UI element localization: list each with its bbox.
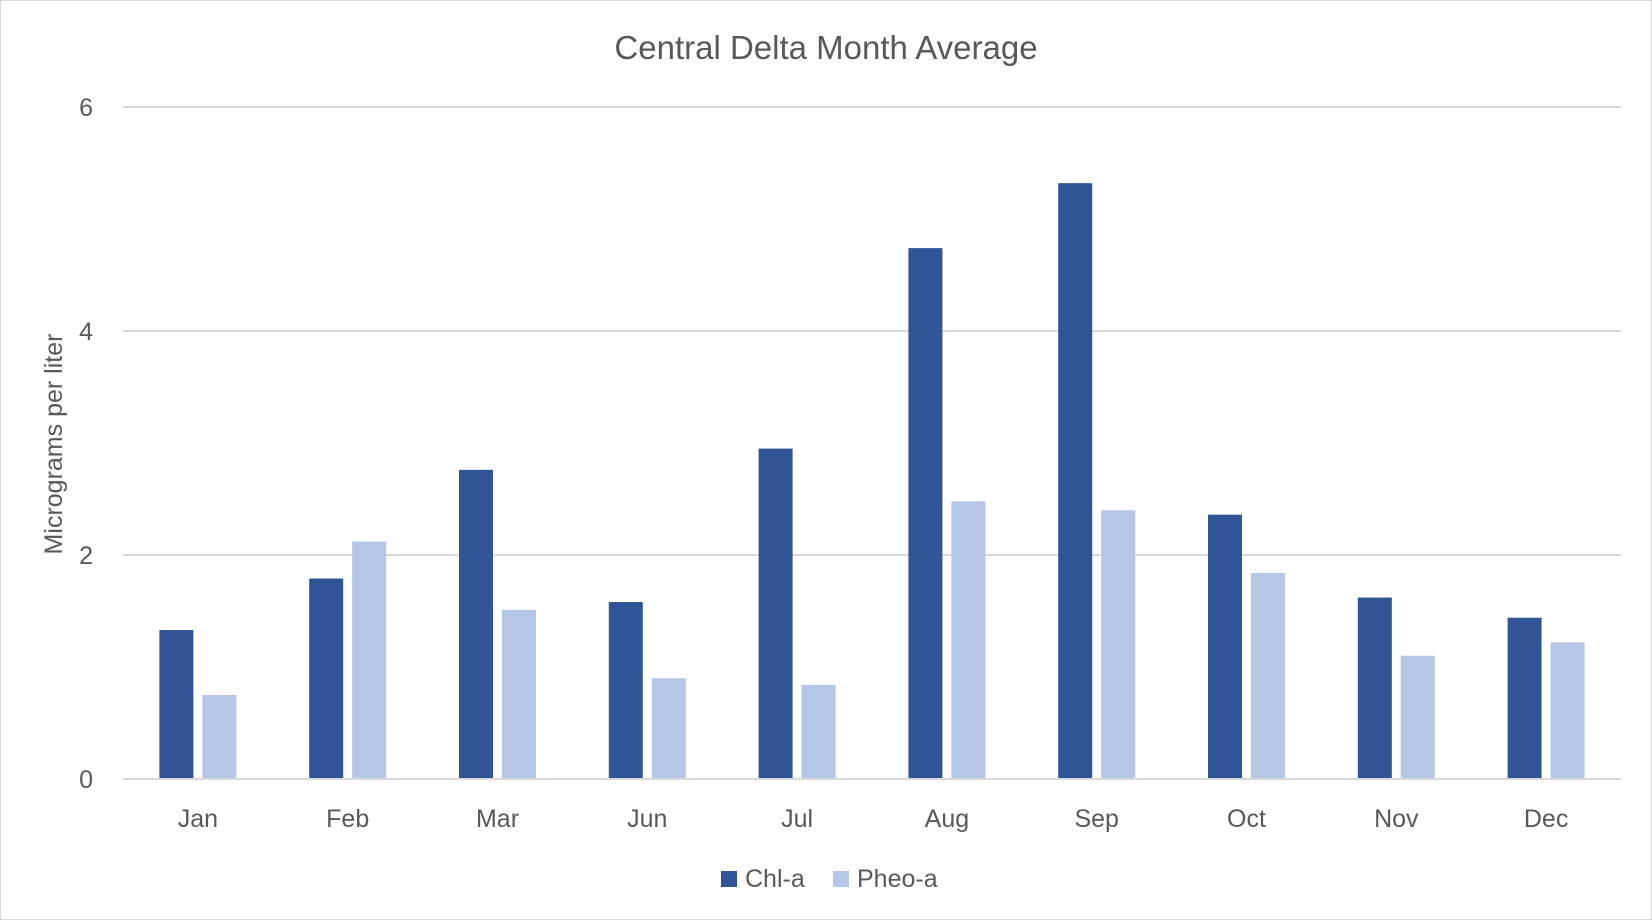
y-tick-label: 0 xyxy=(79,766,93,794)
x-tick-label: Sep xyxy=(1074,805,1118,833)
bar-chl-a-oct xyxy=(1208,514,1242,779)
x-tick-label: Jan xyxy=(178,805,218,833)
legend-label-pheo-a: Pheo-a xyxy=(857,865,938,893)
bar-pheo-a-jul xyxy=(801,684,836,779)
x-tick-label: Mar xyxy=(476,805,519,833)
x-tick-label: Nov xyxy=(1374,805,1419,833)
bar-pheo-a-dec xyxy=(1550,642,1585,779)
x-tick-label: Aug xyxy=(925,805,969,833)
y-axis-ticks: 0 2 4 6 xyxy=(79,94,93,794)
bar-chl-a-dec xyxy=(1507,617,1542,779)
legend-swatch-chl-a xyxy=(721,871,737,887)
bar-pheo-a-jan xyxy=(202,695,237,779)
y-tick-label: 2 xyxy=(79,542,93,570)
x-tick-label: Oct xyxy=(1227,805,1266,833)
legend-label-chl-a: Chl-a xyxy=(745,865,805,893)
y-tick-label: 6 xyxy=(79,94,93,122)
chart-title: Central Delta Month Average xyxy=(614,29,1037,66)
bar-pheo-a-feb xyxy=(352,541,387,779)
bar-pheo-a-mar xyxy=(502,609,536,779)
bar-chl-a-jan xyxy=(159,630,194,779)
bar-chl-a-jul xyxy=(758,448,793,779)
y-axis-title: Micrograms per liter xyxy=(40,334,68,555)
y-tick-label: 4 xyxy=(79,318,93,346)
bar-chl-a-jun xyxy=(608,602,643,779)
bar-chl-a-sep xyxy=(1058,183,1093,779)
bar-chl-a-nov xyxy=(1357,597,1392,779)
x-axis-ticks: Jan Feb Mar Jun Jul Aug Sep Oct Nov Dec xyxy=(178,805,1569,833)
bar-chl-a-aug xyxy=(908,248,943,779)
legend-swatch-pheo-a xyxy=(833,871,849,887)
bar-chl-a-feb xyxy=(309,578,344,779)
x-tick-label: Dec xyxy=(1524,805,1568,833)
x-tick-label: Jul xyxy=(781,805,813,833)
bar-pheo-a-sep xyxy=(1101,510,1136,779)
x-tick-label: Jun xyxy=(627,805,667,833)
bars xyxy=(123,183,1621,780)
x-tick-label: Feb xyxy=(326,805,369,833)
bar-chl-a-mar xyxy=(459,469,493,779)
bar-pheo-a-aug xyxy=(951,501,986,779)
bar-pheo-a-jun xyxy=(651,678,686,779)
bar-pheo-a-oct xyxy=(1251,572,1285,779)
legend: Chl-a Pheo-a xyxy=(721,865,938,893)
gridlines xyxy=(123,106,1621,780)
bar-pheo-a-nov xyxy=(1400,655,1435,779)
